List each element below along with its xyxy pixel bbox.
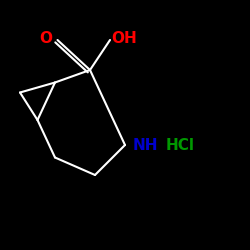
Text: OH: OH — [111, 31, 136, 46]
Text: NH: NH — [132, 138, 158, 152]
Text: HCl: HCl — [166, 138, 194, 152]
Text: O: O — [40, 31, 53, 46]
